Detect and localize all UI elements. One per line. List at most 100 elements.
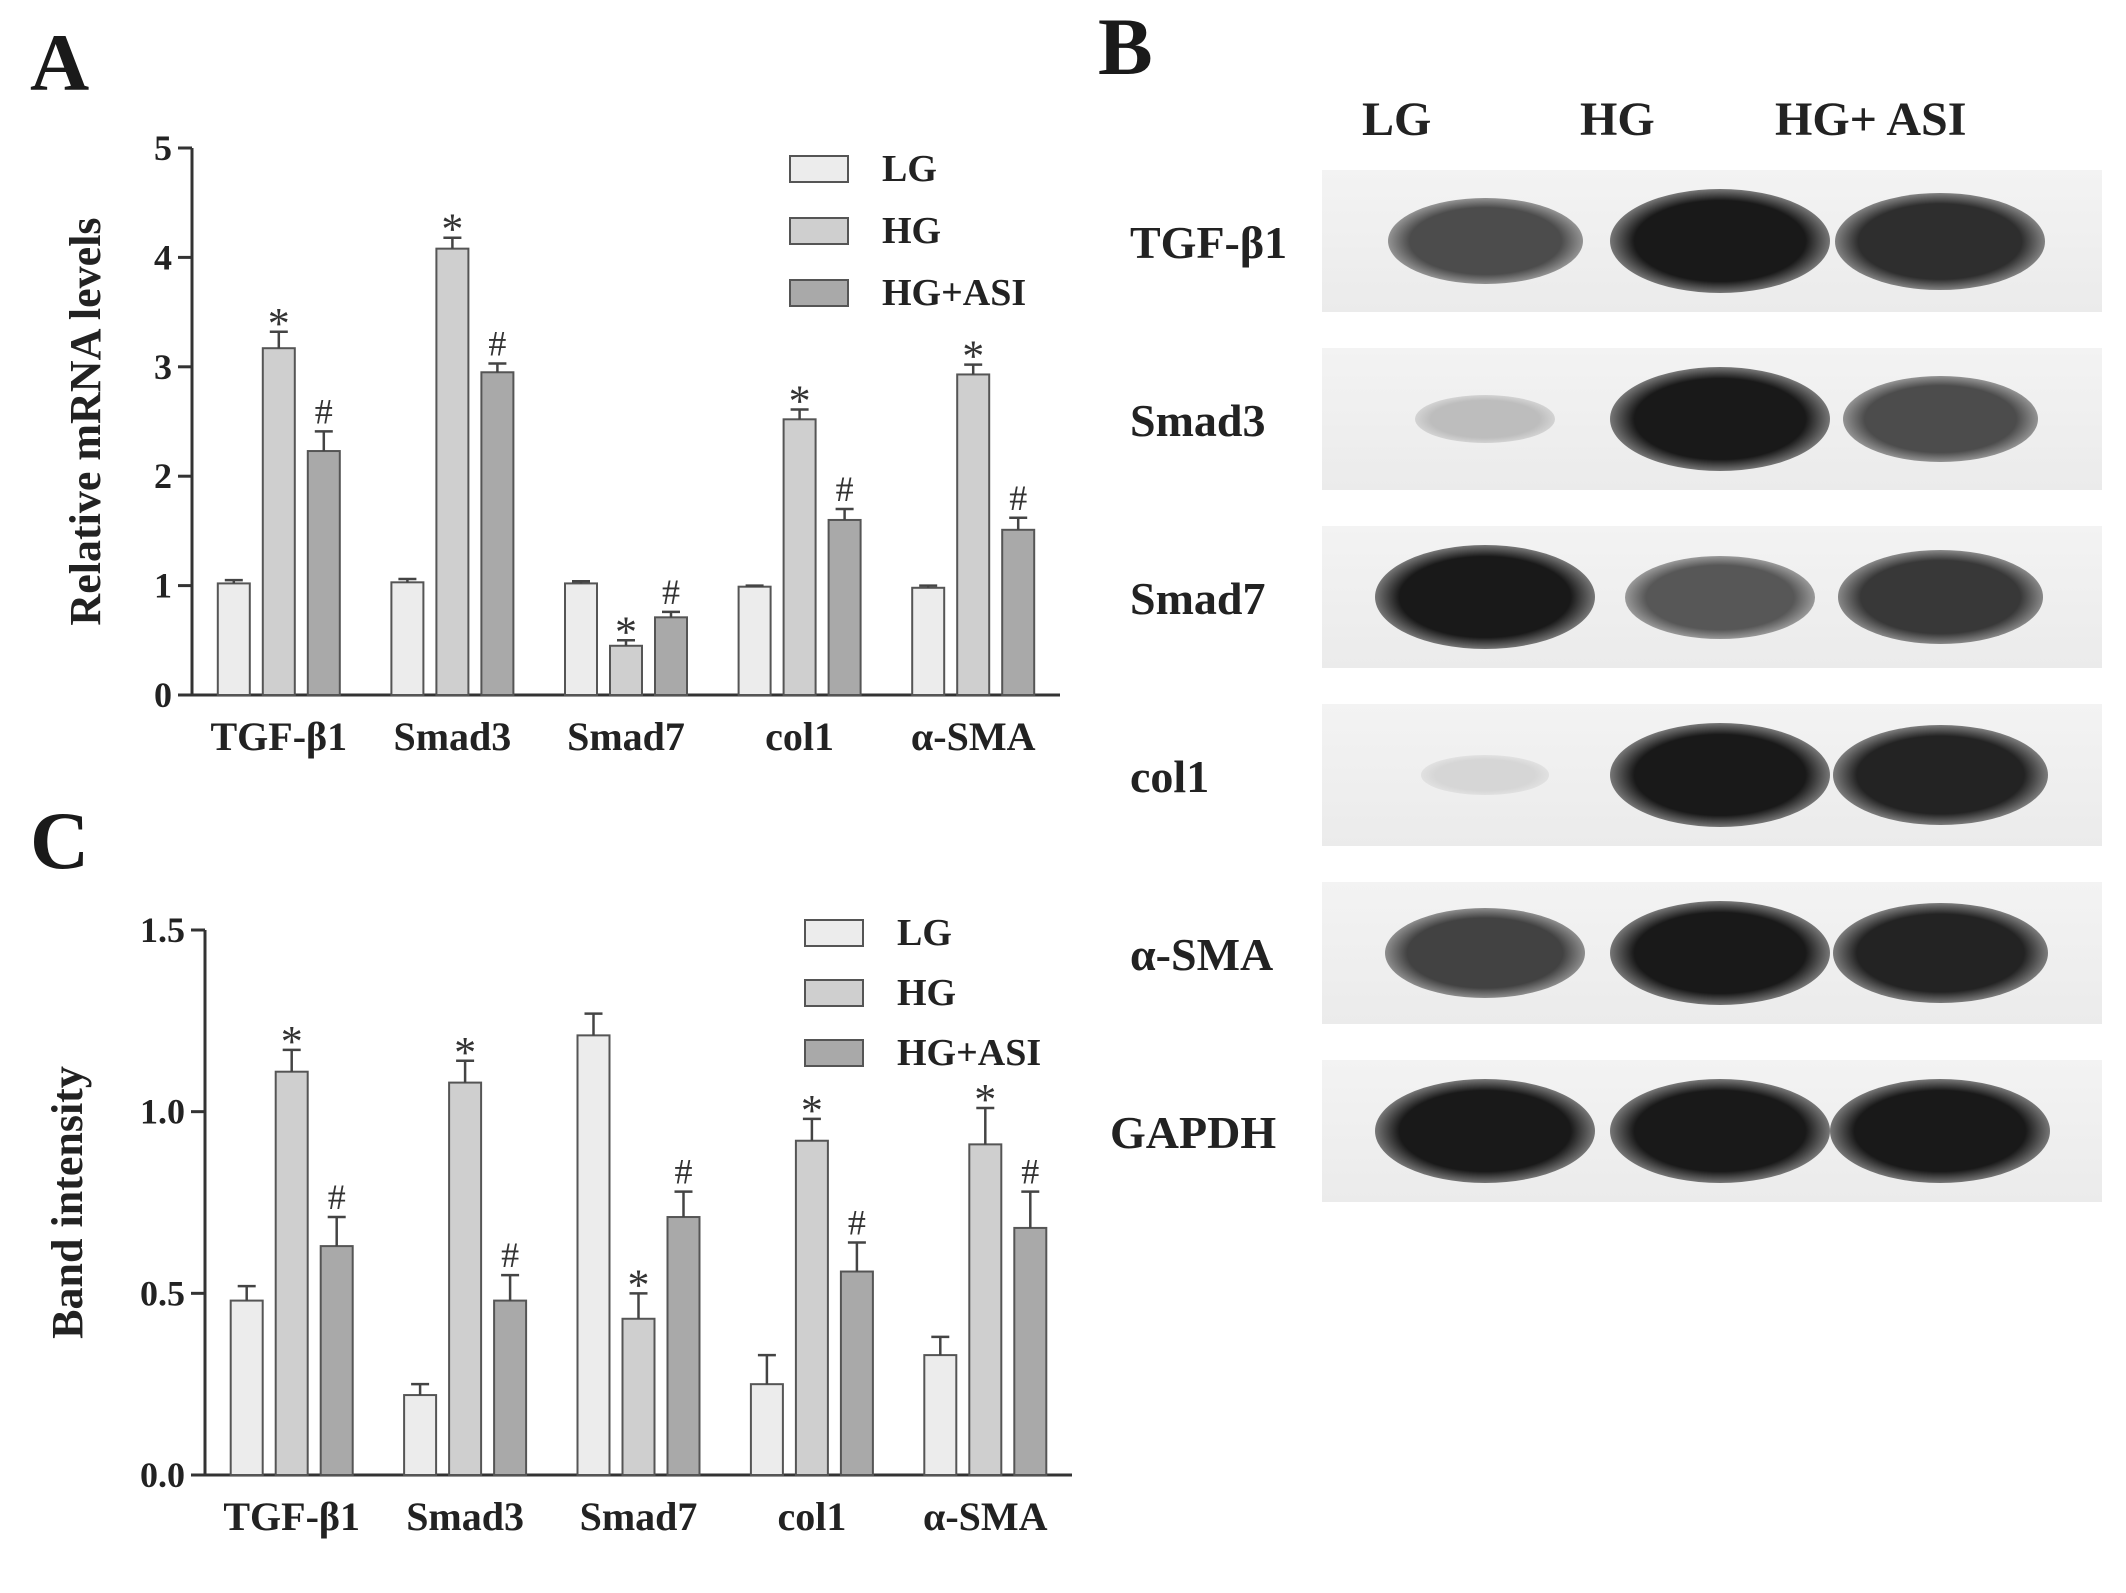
significance-hash: # [1021,1152,1039,1192]
y-tick-label: 4 [154,237,172,277]
significance-star: * [628,1260,650,1309]
y-tick-label: 1.0 [140,1092,185,1132]
blot-band [1610,723,1830,827]
blot-band [1842,375,2038,463]
bar-hg-2 [621,1317,656,1476]
y-tick-label: 0 [154,675,172,715]
bar-hg-4 [968,1143,1003,1476]
blot-band [1837,550,2043,644]
blot-protein-label: col1 [1130,751,1210,802]
bar-hg-1 [448,1081,483,1476]
significance-star: * [454,1028,476,1077]
bar-lg-0 [229,1299,264,1476]
bar-lg-2 [576,1034,611,1476]
lane-header: HG+ ASI [1775,93,1967,146]
significance-star: * [281,1017,303,1066]
bar-hg-asi-4 [1001,528,1036,696]
y-tick-label: 1.5 [140,910,185,950]
bar-hg-2 [609,644,643,697]
bar-hg-3 [794,1139,829,1476]
y-tick-label: 1 [154,566,172,606]
bar-lg-1 [390,581,425,696]
bar-hg-asi-2 [654,616,688,696]
legend-label: HG+ASI [897,1032,1041,1074]
y-tick-label: 5 [154,128,172,168]
bar-lg-0 [216,582,251,696]
western-blot-panel: LG HG HG+ ASI TGF-β1 Smad3 Smad7 col1 α-SMA GAPD… [1090,80,2126,1202]
significance-hash: # [662,572,680,612]
y-tick-label: 2 [154,456,172,496]
bar-hg-3 [782,418,817,696]
significance-hash: # [501,1235,519,1275]
blot-band [1385,908,1585,998]
panel-letter-c: C [30,795,90,886]
legend-swatch [789,279,849,307]
blot-band [1832,724,2048,826]
y-axis-label: Band intensity [43,1066,92,1339]
bar-hg-asi-0 [319,1245,354,1476]
significance-hash: # [836,469,854,509]
bar-lg-3 [737,585,772,696]
x-tick-label: Smad7 [567,714,685,759]
y-tick-label: 0.0 [140,1455,185,1495]
x-tick-label: col1 [765,714,834,759]
panel-letter-a: A [30,17,90,108]
blot-band [1610,189,1830,293]
bar-hg-0 [261,347,296,696]
legend-label: HG [882,210,941,252]
significance-hash: # [675,1152,693,1192]
blot-protein-label: Smad3 [1130,395,1266,446]
significance-hash: # [488,324,506,364]
bar-hg-asi-3 [839,1270,874,1476]
lane-header: HG [1580,93,1655,146]
bar-hg-4 [956,373,991,696]
x-tick-label: α-SMA [911,714,1036,759]
blot-protein-label: Smad7 [1130,573,1266,624]
blot-strip [1322,1060,2102,1202]
blot-band [1625,555,1815,639]
legend-label: HG+ASI [882,272,1026,314]
significance-hash: # [315,391,333,431]
bar-lg-4 [911,586,946,696]
blot-protein-label: α-SMA [1130,929,1274,980]
blot-band [1375,545,1595,649]
legend-label: HG [897,972,956,1014]
significance-star: * [789,376,811,425]
blot-band [1610,901,1830,1005]
lane-header: LG [1362,93,1432,146]
bar-hg-asi-1 [480,371,515,696]
blot-strip [1322,170,2102,312]
blot-strip [1322,348,2102,490]
x-tick-label: TGF-β1 [210,714,347,759]
legend-swatch [789,155,849,183]
bar-lg-4 [923,1354,958,1477]
blot-band [1415,395,1555,443]
blot-band [1610,1079,1830,1183]
blot-band [1375,1079,1595,1183]
significance-star: * [974,1075,996,1124]
y-axis-label: Relative mRNA levels [61,217,110,625]
significance-hash: # [848,1202,866,1242]
bar-lg-2 [564,582,598,696]
significance-hash: # [328,1177,346,1217]
blot-band [1835,192,2045,290]
significance-star: * [441,205,463,254]
legend-label: LG [882,148,937,190]
blot-band [1832,902,2048,1004]
blot-band [1421,755,1549,795]
blot-band [1610,367,1830,471]
blot-band [1387,197,1583,285]
bar-hg-asi-3 [827,518,862,696]
y-tick-label: 0.5 [140,1273,185,1313]
x-tick-label: Smad3 [393,714,511,759]
blot-strip [1322,882,2102,1024]
significance-hash: # [1009,478,1027,518]
blot-band [1830,1079,2050,1183]
bar-hg-asi-1 [493,1299,528,1476]
chart-c-band-intensity: 0.0 0.5 1.0 1.5 Band intensity * # TGF-β1 * # Smad… [43,910,1072,1539]
significance-star: * [801,1086,823,1135]
legend-label: LG [897,912,952,954]
blot-strip [1322,526,2102,668]
legend-swatch [789,217,849,245]
panel-letter-b: B [1098,1,1153,92]
